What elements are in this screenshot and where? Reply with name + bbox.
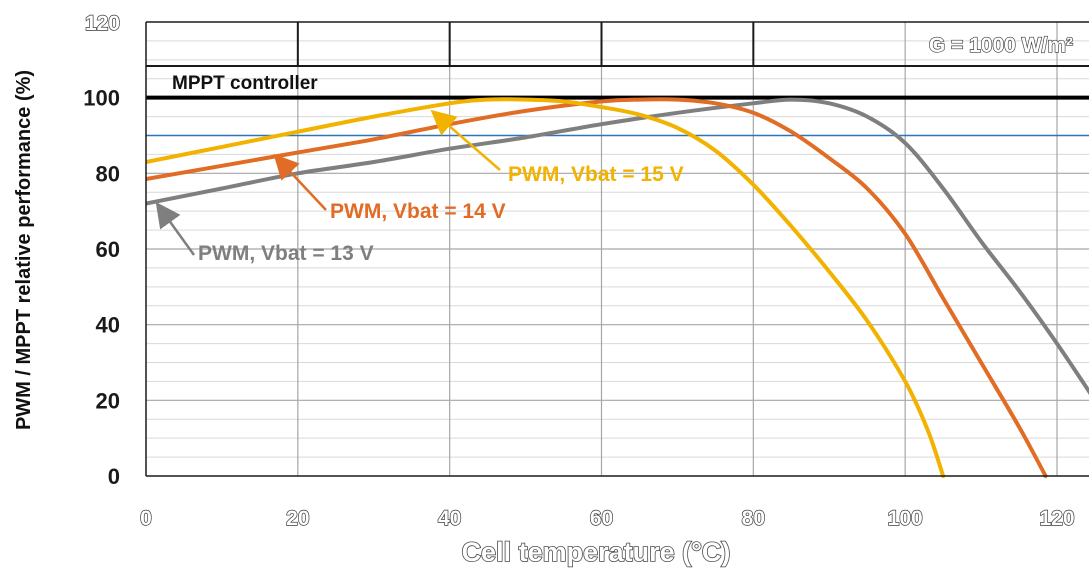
y-tick-label: 60 (96, 237, 120, 262)
x-tick-label: 0 (140, 507, 152, 530)
x-tick-label: 80 (742, 507, 765, 530)
y-tick-label: 0 (108, 464, 120, 489)
series-line-pwm-vbat-15-v (146, 97, 946, 478)
y-tick-label: 20 (96, 388, 120, 413)
y-tick-label: 40 (96, 313, 120, 338)
x-tick-label: 40 (438, 507, 461, 530)
series-lines (146, 97, 1089, 478)
y-tick-label: 100 (83, 86, 120, 111)
reference-lines (146, 95, 1089, 137)
x-axis-label: Cell temperature (°C) (462, 537, 731, 567)
axes: 0 20 40 60 80 100 120 0 20 40 60 80 100 120 (83, 11, 1089, 531)
arrow-15v (430, 109, 501, 171)
mppt-controller-label: MPPT controller (172, 73, 318, 94)
arrow-14v (273, 153, 327, 211)
annotation-15v: PWM, Vbat = 15 V (508, 163, 684, 186)
condition-box (146, 21, 1089, 67)
y-tick-label-top: 120 (85, 12, 120, 35)
annotation-13v: PWM, Vbat = 13 V (198, 242, 374, 265)
x-tick-label: 20 (286, 507, 309, 530)
arrow-13v (155, 201, 196, 256)
x-tick-label: 60 (590, 507, 613, 530)
series-line-pwm-vbat-14-v (146, 97, 1048, 478)
annotation-14v: PWM, Vbat = 14 V (330, 200, 506, 223)
y-axis-label: PWM / MPPT relative performance (%) (13, 70, 35, 430)
series-line-pwm-vbat-13-v (146, 97, 1089, 395)
x-tick-label: 100 (888, 507, 923, 530)
condition-label: G = 1000 W/m² (929, 34, 1073, 57)
y-tick-label: 80 (96, 161, 120, 186)
x-tick-label: 120 (1039, 507, 1074, 530)
